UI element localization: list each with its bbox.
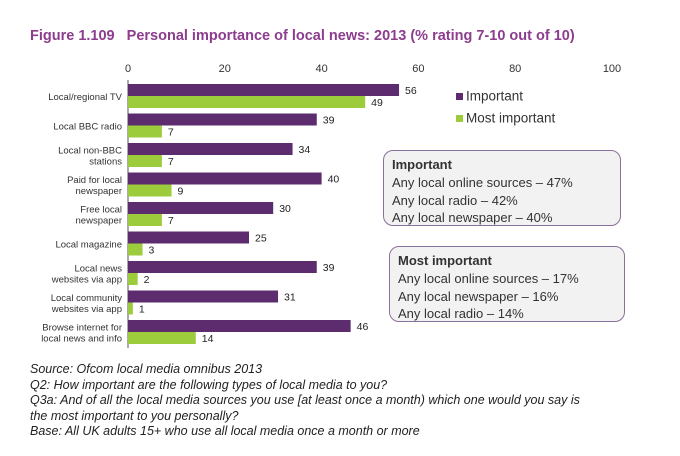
category-label: websites via app [51, 304, 122, 315]
legend-label-important: Important [466, 89, 523, 104]
most-important-summary-line: Any local newspaper – 16% [398, 288, 559, 304]
category-label: Local community [51, 293, 123, 304]
chart-title: Figure 1.109 Personal importance of loca… [30, 28, 575, 44]
category-label: websites via app [51, 275, 122, 286]
most-important-value-label: 1 [139, 304, 145, 316]
category-label: newspaper [76, 186, 122, 197]
important-bar [128, 143, 293, 155]
important-bar [128, 290, 279, 303]
important-bar [128, 261, 317, 273]
important-summary-line: Any local newspaper – 40% [392, 210, 553, 225]
most-important-value-label: 7 [168, 215, 174, 227]
x-tick-label: 20 [219, 63, 231, 75]
most-important-summary-line: Any local radio – 14% [398, 306, 524, 321]
legend-swatch-important [456, 93, 463, 100]
most-important-bar [128, 243, 143, 256]
important-bar [128, 231, 249, 244]
figure-number: Figure 1.109 [30, 28, 115, 44]
x-tick-label: 0 [125, 63, 131, 75]
category-label: Local/regional TV [48, 92, 122, 103]
most-important-bar [128, 214, 162, 226]
most-important-value-label: 7 [168, 127, 174, 139]
x-tick-label: 40 [315, 63, 327, 75]
most-important-bar [128, 302, 133, 315]
important-value-label: 39 [323, 262, 335, 274]
important-summary-box: Important Any local online sources – 47%… [383, 150, 621, 226]
category-label: stations [89, 157, 122, 168]
x-tick-label: 80 [509, 63, 521, 75]
category-label: local news and info [41, 334, 122, 345]
category-label: Paid for local [67, 175, 122, 186]
most-important-bar [128, 332, 196, 344]
important-value-label: 46 [357, 321, 369, 333]
most-important-bar [128, 184, 172, 197]
important-value-label: 25 [255, 233, 267, 245]
important-summary-line: Any local radio – 42% [392, 192, 518, 208]
most-important-bar [128, 125, 162, 138]
important-bar [128, 172, 322, 185]
legend-label-most-important: Most important [466, 111, 556, 126]
category-label: Local BBC radio [53, 122, 122, 133]
most-important-bar [128, 96, 366, 108]
important-value-label: 39 [323, 115, 335, 127]
note-line: Q2: How important are the following type… [30, 377, 388, 392]
note-line: Q3a: And of all the local media sources … [30, 393, 580, 407]
most-important-bar [128, 273, 138, 285]
category-label: Local magazine [55, 240, 122, 251]
category-label: Browse internet for [42, 323, 122, 334]
category-label: Local non-BBC [58, 146, 122, 157]
most-important-value-label: 49 [371, 97, 383, 109]
most-important-summary-box: Most important Any local online sources … [389, 246, 625, 322]
important-bar [128, 84, 400, 96]
important-bar [128, 320, 351, 332]
important-bar [128, 202, 274, 214]
most-important-value-label: 2 [144, 274, 150, 286]
important-value-label: 30 [279, 203, 291, 215]
category-label: Local news [74, 264, 122, 275]
note-line: the most important to you personally? [30, 408, 239, 423]
important-bar [128, 113, 317, 126]
important-summary-line: Any local online sources – 47% [392, 175, 573, 190]
most-important-bar [128, 155, 162, 167]
most-important-value-label: 9 [178, 186, 184, 198]
x-tick-label: 100 [603, 63, 621, 75]
most-important-summary-heading: Most important [398, 253, 492, 268]
note-line: Base: All UK adults 15+ who use all loca… [30, 424, 420, 438]
important-value-label: 56 [405, 85, 417, 97]
category-label: newspaper [76, 216, 122, 227]
important-value-label: 40 [328, 174, 340, 186]
most-important-value-label: 7 [168, 156, 174, 168]
important-summary-heading: Important [392, 157, 452, 172]
note-line: Source: Ofcom local media omnibus 2013 [30, 362, 263, 376]
figure-title-text: Personal importance of local news: 2013 … [126, 28, 575, 44]
important-value-label: 34 [299, 144, 311, 156]
most-important-summary-line: Any local online sources – 17% [398, 271, 579, 286]
most-important-value-label: 14 [202, 333, 214, 345]
category-label: Free local [80, 205, 122, 216]
most-important-value-label: 3 [149, 245, 155, 257]
source-notes: Source: Ofcom local media omnibus 2013 Q… [30, 362, 670, 440]
legend-swatch-most-important [456, 115, 463, 122]
important-value-label: 31 [284, 292, 296, 304]
x-tick-label: 60 [412, 63, 424, 75]
